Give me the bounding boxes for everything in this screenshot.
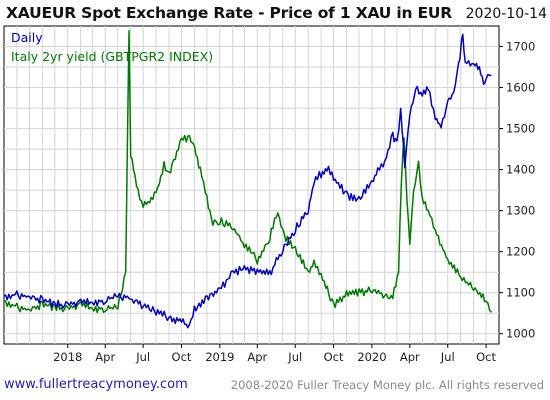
x-tick-label: 2019 [205,350,234,364]
y-tick-label: 1500 [506,122,535,136]
y-tick-label: 1100 [506,286,535,300]
legend-italy-2yr-yield: Italy 2yr yield (GBTPGR2 INDEX) [11,49,213,64]
y-tick-label: 1400 [506,163,535,177]
plot-area [3,25,500,345]
y-tick-label: 1300 [506,204,535,218]
x-tick-label: Oct [324,350,344,364]
footer-copyright: 2008-2020 Fuller Treacy Money plc. All r… [230,378,544,392]
x-tick-label: Apr [247,350,267,364]
x-tick-label: Jul [287,350,302,364]
x-tick-label: Oct [172,350,192,364]
x-tick-label: 2020 [357,350,386,364]
x-tick-label: Apr [95,350,115,364]
chart-date: 2020-10-14 [463,6,547,22]
legend: Daily Italy 2yr yield (GBTPGR2 INDEX) [11,30,213,64]
xaueur-series-line [3,33,492,329]
footer-url-link[interactable]: www.fullertreacymoney.com [4,377,188,392]
grid [4,26,499,344]
x-tick-label: Oct [476,350,496,364]
y-tick-label: 1700 [506,40,535,54]
chart-canvas: 2018 Apr Jul Oct 2019 Apr Jul Oct 2020 Apr Jul Oct 1… [3,25,535,364]
x-tick-label: 2018 [53,350,82,364]
chart-title: XAUEUR Spot Exchange Rate - Price of 1 X… [6,4,453,22]
italy-2yr-yield-line [4,30,493,314]
axes: 2018 Apr Jul Oct 2019 Apr Jul Oct 2020 Apr Jul Oct 1… [53,40,535,364]
x-tick-label: Apr [400,350,420,364]
legend-frequency-label: Daily [11,30,43,45]
x-tick-label: Jul [135,350,150,364]
x-tick-label: Jul [440,350,455,364]
series-layer [3,30,493,329]
y-tick-label: 1200 [506,245,535,259]
y-tick-label: 1000 [506,327,535,341]
y-tick-label: 1600 [506,81,535,95]
